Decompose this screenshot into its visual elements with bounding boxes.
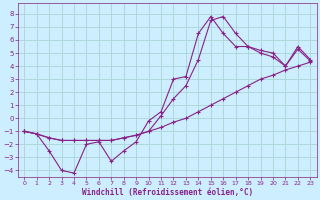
X-axis label: Windchill (Refroidissement éolien,°C): Windchill (Refroidissement éolien,°C) xyxy=(82,188,253,197)
